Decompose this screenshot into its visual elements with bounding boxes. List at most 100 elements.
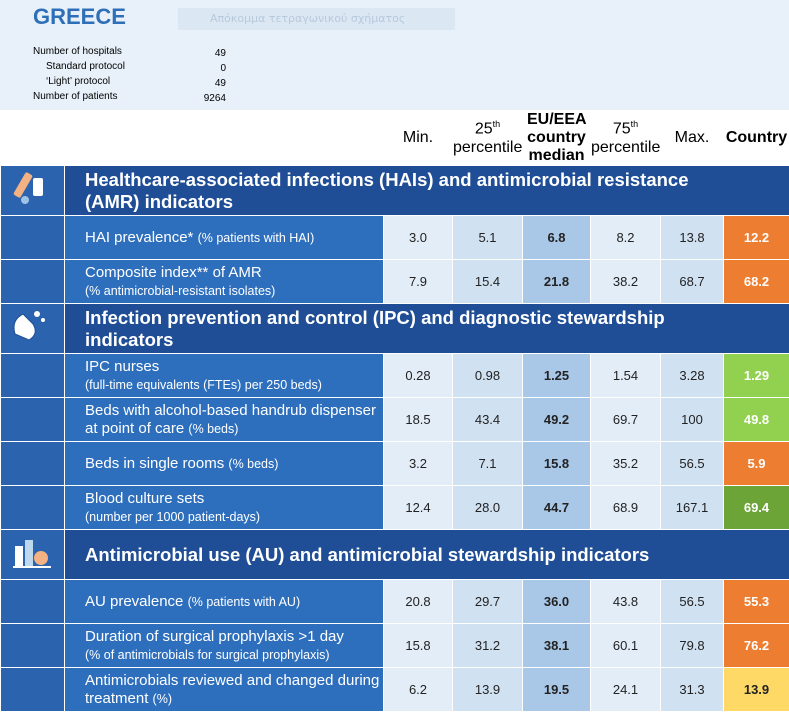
- value-cell: 8.2: [590, 215, 661, 260]
- indicator-row: Blood culture sets (number per 1000 patie…: [0, 485, 789, 530]
- value-cell: 7.9: [383, 259, 453, 304]
- value-cell: 15.8: [522, 441, 591, 486]
- value-cell: 1.54: [590, 353, 661, 398]
- label-text: IPC nurses: [85, 357, 160, 375]
- value-cell: 12.4: [383, 485, 453, 530]
- icon-cell: [0, 215, 65, 260]
- label-note: (%): [152, 691, 172, 706]
- section-title: Infection prevention and control (IPC) a…: [64, 303, 789, 354]
- info-label: Standard protocol: [46, 61, 125, 72]
- label-note: (full-time equivalents (FTEs) per 250 be…: [85, 377, 322, 392]
- value-cell: 7.1: [452, 441, 523, 486]
- icon-cell: [0, 353, 65, 398]
- value-cell: 3.28: [660, 353, 724, 398]
- value-cell: 3.0: [383, 215, 453, 260]
- label-text: Beds with alcohol-based handrub dispense…: [85, 401, 377, 437]
- value-cell: 79.8: [660, 623, 724, 668]
- column-sub: percentile: [591, 138, 661, 156]
- value-cell: 20.8: [383, 579, 453, 624]
- section-title-text: Infection prevention and control (IPC) a…: [85, 306, 665, 350]
- value-cell: 56.5: [660, 441, 724, 486]
- value-cell: 18.5: [383, 397, 453, 442]
- info-value: 0: [220, 63, 226, 74]
- section-title-text: Antimicrobial use (AU) and antimicrobial…: [85, 543, 650, 565]
- header-row: Min. 25th percentile EU/EEA country median 7…: [0, 110, 789, 166]
- value-cell: 43.4: [452, 397, 523, 442]
- icon-cell: [0, 259, 65, 304]
- label-note: (number per 1000 patient-days): [85, 509, 261, 524]
- country-value: 69.4: [723, 485, 789, 530]
- column-sup: th: [492, 119, 501, 130]
- value-cell: 1.25: [522, 353, 591, 398]
- value-cell: 13.9: [452, 667, 523, 712]
- section-title: Healthcare-associated infections (HAIs) …: [64, 165, 789, 216]
- indicator-label: Composite index** of AMR (% antimicrobial…: [64, 259, 384, 304]
- indicator-label: Beds in single rooms (% beds): [64, 441, 384, 486]
- value-cell: 31.3: [660, 667, 724, 712]
- column-main: Max.: [674, 129, 710, 146]
- country-value: 5.9: [723, 441, 789, 486]
- icon-cell: [0, 397, 65, 442]
- indicator-row: Beds with alcohol-based handrub dispense…: [0, 397, 789, 442]
- info-value: 49: [214, 48, 226, 59]
- section-row: Healthcare-associated infections (HAIs) …: [0, 165, 789, 216]
- blank: [64, 110, 384, 166]
- value-cell: 15.8: [383, 623, 453, 668]
- indicator-row: Beds in single rooms (% beds) 3.2 7.1 15.8 3…: [0, 441, 789, 486]
- country-value: 1.29: [723, 353, 789, 398]
- value-cell: 6.8: [522, 215, 591, 260]
- icon-cell: [0, 667, 65, 712]
- country-value: 76.2: [723, 623, 789, 668]
- value-cell: 5.1: [452, 215, 523, 260]
- title: GREECE: [33, 4, 126, 29]
- column-main: EU/EEA country median: [527, 111, 587, 164]
- value-cell: 60.1: [590, 623, 661, 668]
- value-cell: 100: [660, 397, 724, 442]
- value-cell: 13.8: [660, 215, 724, 260]
- value-cell: 43.8: [590, 579, 661, 624]
- value-cell: 28.0: [452, 485, 523, 530]
- country-value: 13.9: [723, 667, 789, 712]
- value-cell: 167.1: [660, 485, 724, 530]
- indicator-label: HAI prevalence* (% patients with HAI): [64, 215, 384, 260]
- label-note: (% patients with AU): [187, 594, 301, 609]
- country-value: 49.8: [723, 397, 789, 442]
- label-note: (% antimicrobial-resistant isolates): [85, 283, 276, 298]
- section-title: Antimicrobial use (AU) and antimicrobial…: [64, 529, 789, 580]
- value-cell: 38.2: [590, 259, 661, 304]
- value-cell: 38.1: [522, 623, 591, 668]
- value-cell: 19.5: [522, 667, 591, 712]
- icon-cell: [0, 485, 65, 530]
- value-cell: 56.5: [660, 579, 724, 624]
- column-main: Min.: [402, 129, 434, 146]
- indicator-label: Blood culture sets (number per 1000 patie…: [64, 485, 384, 530]
- indicator-label: Antimicrobials reviewed and changed duri…: [64, 667, 384, 712]
- indicator-table: Min. 25th percentile EU/EEA country median 7…: [0, 110, 789, 712]
- country-value: 12.2: [723, 215, 789, 260]
- value-cell: 24.1: [590, 667, 661, 712]
- value-cell: 44.7: [522, 485, 591, 530]
- section-icon: [0, 303, 65, 354]
- label-text: Blood culture sets: [85, 489, 205, 507]
- value-cell: 68.7: [660, 259, 724, 304]
- label-text: Antimicrobials reviewed and changed duri…: [85, 671, 380, 707]
- label-note: (% patients with HAI): [197, 230, 315, 245]
- icon: [13, 540, 51, 568]
- column-header: Min.: [383, 110, 453, 166]
- column-header: EU/EEA country median: [522, 110, 591, 166]
- info-label: Number of hospitals: [33, 46, 122, 57]
- icon-cell: [0, 579, 65, 624]
- indicator-label: IPC nurses (full-time equivalents (FTEs) …: [64, 353, 384, 398]
- section-row: Antimicrobial use (AU) and antimicrobial…: [0, 529, 789, 580]
- icon: [13, 172, 43, 204]
- icon-cell: [0, 441, 65, 486]
- indicator-row: HAI prevalence* (% patients with HAI) 3.0…: [0, 215, 789, 260]
- indicator-row: Duration of surgical prophylaxis >1 day (…: [0, 623, 789, 668]
- indicator-label: AU prevalence (% patients with AU): [64, 579, 384, 624]
- label-text: HAI prevalence*: [85, 228, 194, 246]
- indicator-row: Composite index** of AMR (% antimicrobial…: [0, 259, 789, 304]
- value-cell: 49.2: [522, 397, 591, 442]
- section-title-text: Healthcare-associated infections (HAIs) …: [85, 168, 689, 212]
- label-text: Duration of surgical prophylaxis >1 day: [85, 627, 344, 645]
